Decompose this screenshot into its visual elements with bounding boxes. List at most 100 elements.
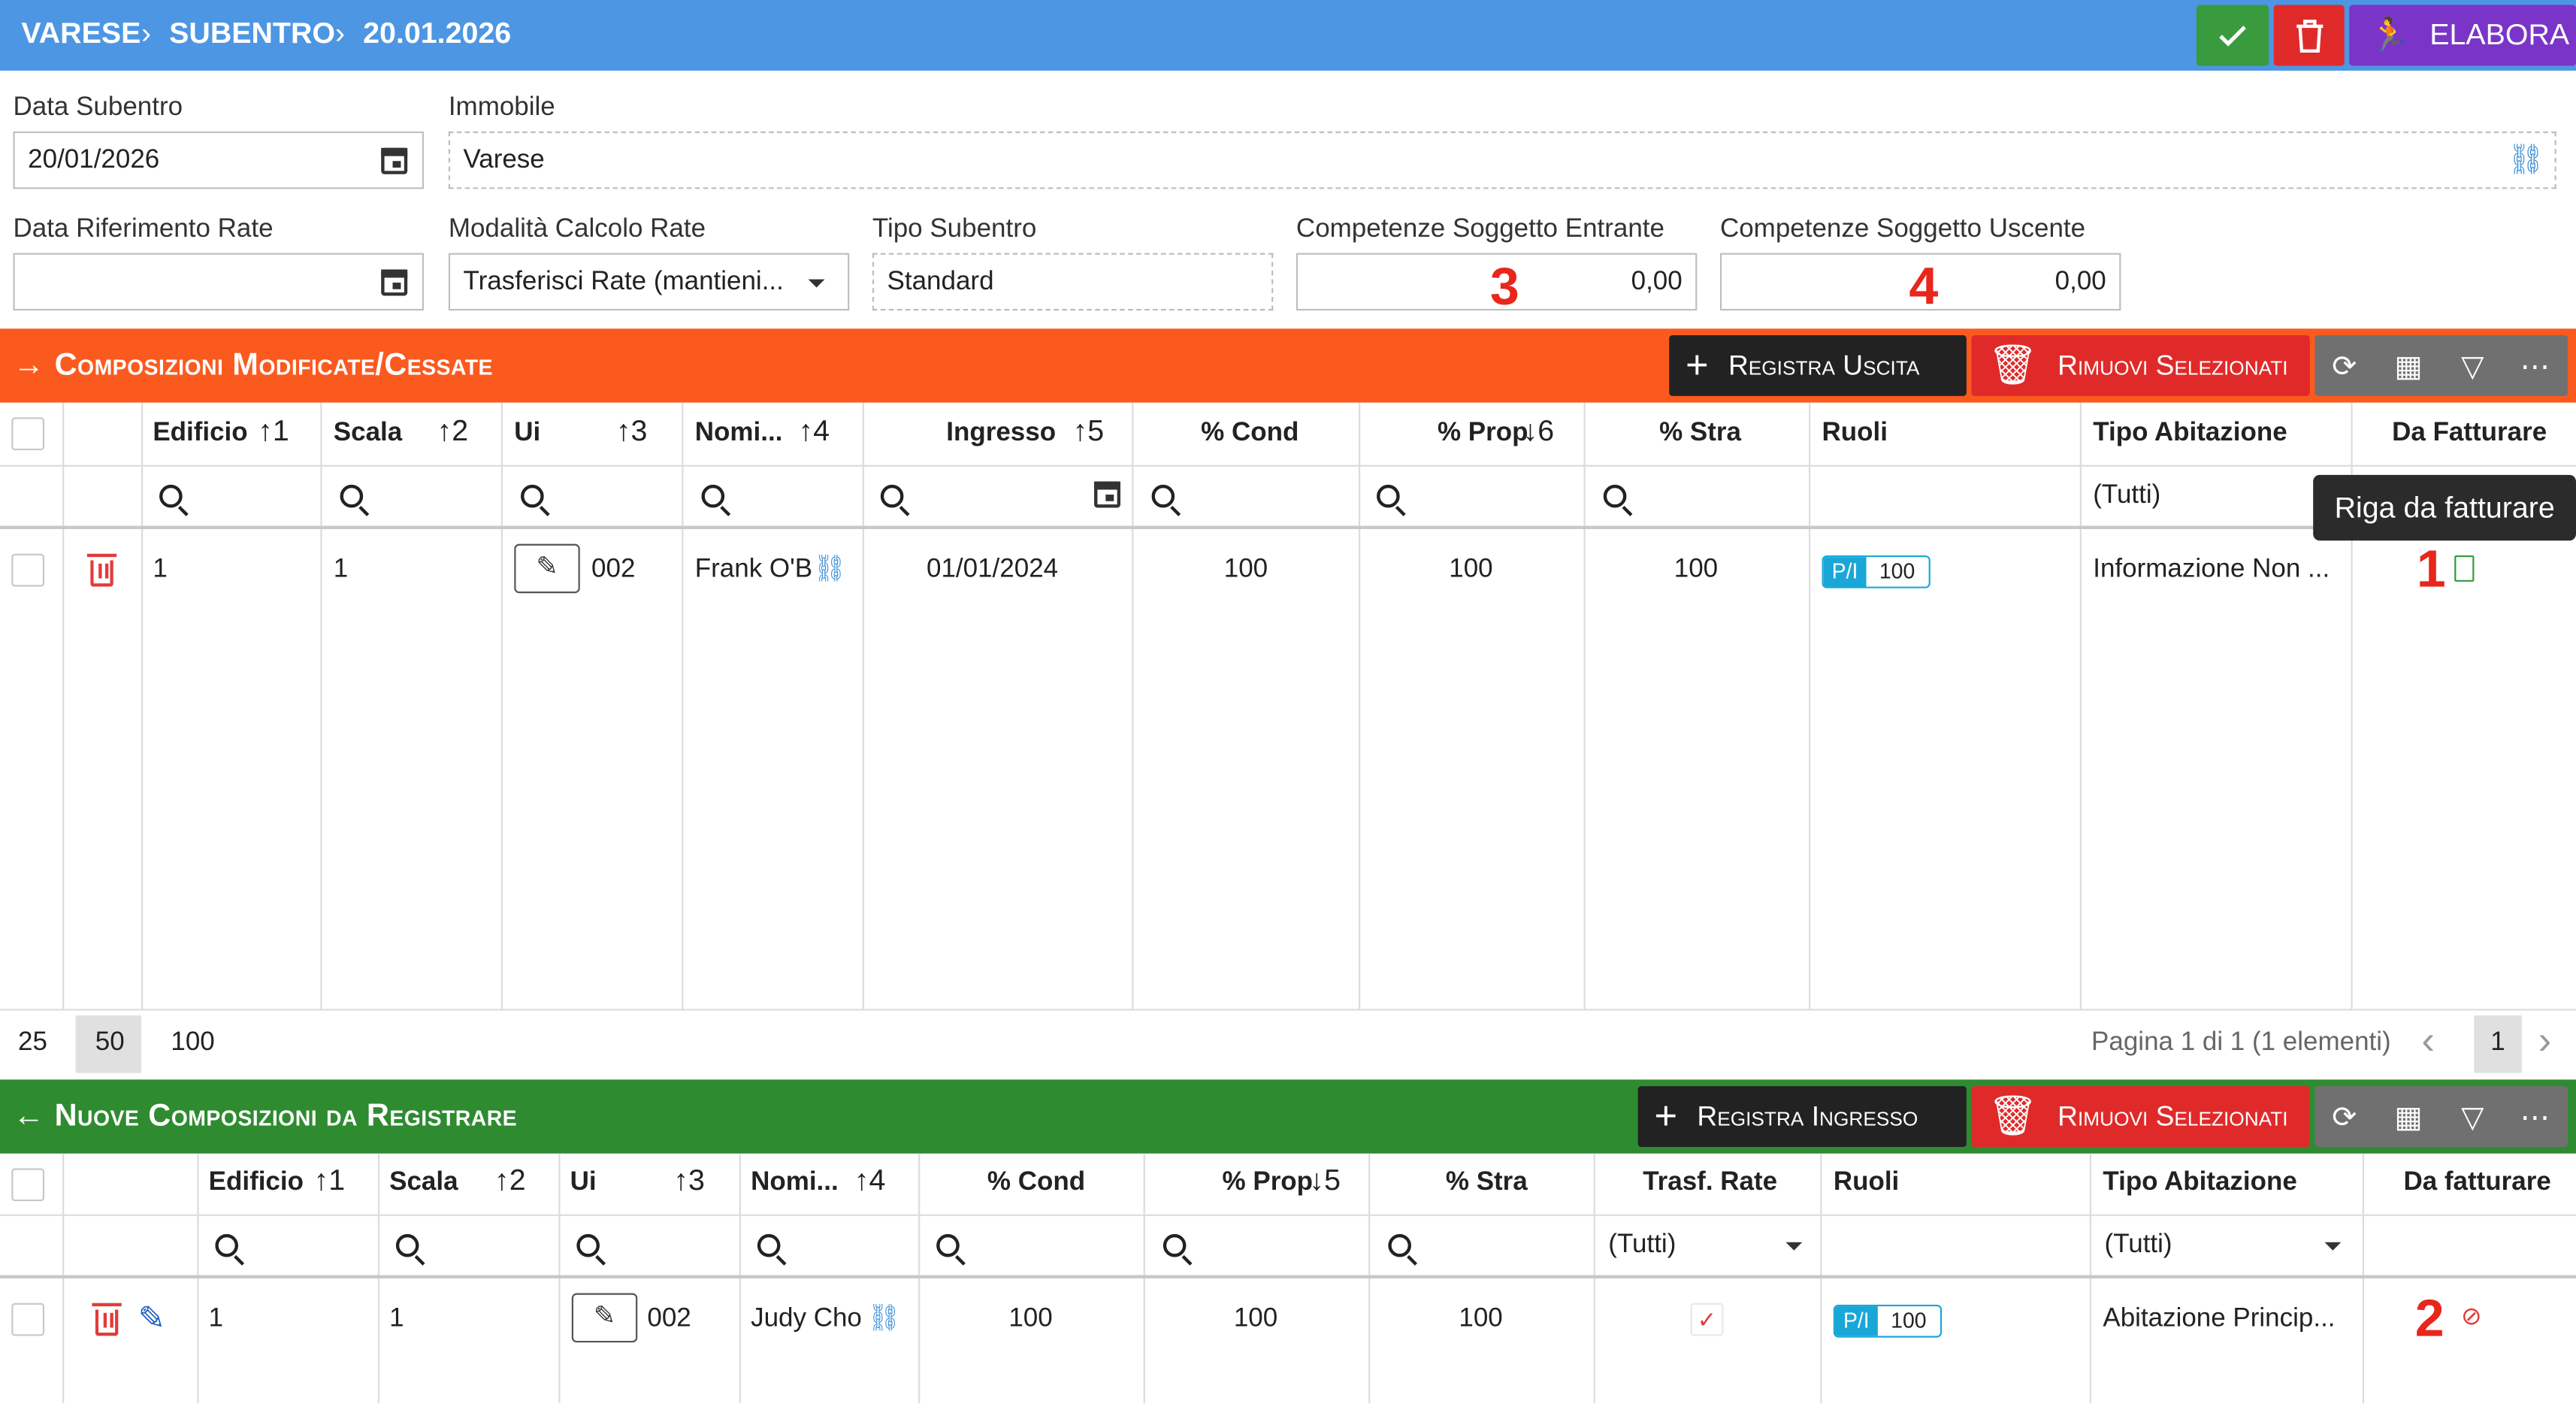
header-da-fatturare[interactable]: Da Fatturare (2392, 419, 2547, 447)
delete-button[interactable] (2273, 5, 2345, 66)
search-icon[interactable] (880, 484, 904, 508)
filter-tipo-abitazione[interactable]: (Tutti) (2093, 481, 2161, 510)
search-icon[interactable] (1388, 1233, 1411, 1257)
cell-nominativo: Frank O'B (694, 555, 813, 584)
search-icon[interactable] (340, 484, 364, 508)
modalita-select[interactable]: Trasferisci Rate (mantieni... (448, 253, 850, 311)
search-icon[interactable] (521, 484, 544, 508)
header-scala[interactable]: Scala (333, 419, 403, 447)
header-prop[interactable]: % Prop (1437, 419, 1528, 447)
search-icon[interactable] (701, 484, 725, 508)
pencil-icon[interactable]: ✎ (138, 1301, 166, 1338)
breadcrumb-subentro[interactable]: SUBENTRO (169, 16, 336, 50)
registra-uscita-button[interactable]: + Registra Uscita (1669, 334, 1967, 396)
registra-ingresso-button[interactable]: + Registra Ingresso (1637, 1086, 1967, 1147)
header-edificio[interactable]: Edificio (208, 1168, 304, 1197)
rimuovi-selezionati-button[interactable]: 🗑 Rimuovi Selezionati (1971, 1086, 2310, 1147)
calendar-icon[interactable] (1094, 481, 1121, 508)
link-icon[interactable]: ⛓ (867, 1304, 901, 1333)
search-icon[interactable] (395, 1233, 419, 1257)
page-size-100[interactable]: 100 (171, 1028, 215, 1057)
delete-row-icon[interactable] (86, 553, 117, 587)
search-icon[interactable] (159, 484, 183, 508)
filter-trasf-rate[interactable]: (Tutti) (1608, 1230, 1677, 1259)
header-nominativo[interactable]: Nomi... (694, 419, 783, 447)
header-cond[interactable]: % Cond (987, 1168, 1086, 1197)
filter-icon[interactable]: ▽ (2461, 349, 2484, 383)
comp-entrante-field[interactable]: 0,00 (1296, 253, 1698, 311)
select-all-checkbox[interactable] (11, 417, 45, 451)
immobile-field[interactable]: Varese ⛓ (448, 131, 2556, 189)
elabora-button[interactable]: 🏃 ELABORA (2349, 5, 2576, 66)
invoice-document-icon[interactable] (2454, 555, 2475, 582)
filter-tipo-abitazione[interactable]: (Tutti) (2104, 1230, 2172, 1259)
header-ui[interactable]: Ui (570, 1168, 597, 1197)
header-ingresso[interactable]: Ingresso (946, 419, 1057, 447)
refresh-icon[interactable]: ⟳ (2332, 349, 2357, 383)
dropdown-arrow-icon[interactable] (1785, 1242, 1803, 1251)
row-checkbox[interactable] (11, 1303, 45, 1336)
search-icon[interactable] (1603, 484, 1627, 508)
header-scala[interactable]: Scala (389, 1168, 458, 1197)
edit-ui-button[interactable]: ✎ (571, 1293, 638, 1343)
dropdown-arrow-icon[interactable] (2324, 1242, 2342, 1251)
breadcrumb-separator-icon: › (141, 16, 152, 50)
filter-icon[interactable]: ▽ (2461, 1100, 2484, 1134)
data-riferimento-field[interactable] (13, 253, 425, 311)
table-icon[interactable]: ▦ (2394, 1100, 2423, 1134)
more-icon[interactable]: ⋯ (2520, 1100, 2550, 1134)
data-subentro-field[interactable]: 20/01/2026 (13, 131, 425, 189)
calendar-icon[interactable] (381, 269, 408, 296)
search-icon[interactable] (576, 1233, 600, 1257)
edit-ui-button[interactable]: ✎ (514, 543, 580, 594)
sort-asc-icon: ↑3 (673, 1163, 705, 1197)
search-icon[interactable] (936, 1233, 960, 1257)
cell-tipo-abitazione: Informazione Non ... (2093, 555, 2330, 584)
chevron-right-icon[interactable]: › (2538, 1018, 2552, 1064)
search-icon[interactable] (757, 1233, 781, 1257)
table-icon[interactable]: ▦ (2394, 349, 2423, 383)
header-stra[interactable]: % Stra (1659, 419, 1741, 447)
header-edificio[interactable]: Edificio (153, 419, 248, 447)
header-nominativo[interactable]: Nomi... (751, 1168, 839, 1197)
header-ruoli[interactable]: Ruoli (1822, 419, 1888, 447)
search-icon[interactable] (215, 1233, 239, 1257)
confirm-button[interactable] (2196, 5, 2269, 66)
rimuovi-selezionati-button[interactable]: 🗑 Rimuovi Selezionati (1971, 334, 2310, 396)
sort-index: 5 (1324, 1163, 1341, 1197)
link-icon[interactable]: ⛓ (813, 555, 847, 584)
cell-ui: 002 (647, 1304, 691, 1333)
link-icon[interactable]: ⛓ (2507, 143, 2545, 176)
header-cond[interactable]: % Cond (1201, 419, 1299, 447)
header-prop[interactable]: % Prop (1222, 1168, 1314, 1197)
header-ui[interactable]: Ui (514, 419, 541, 447)
calendar-icon[interactable] (381, 147, 408, 174)
breadcrumb-condominio[interactable]: VARESE (21, 16, 141, 50)
refresh-icon[interactable]: ⟳ (2332, 1100, 2357, 1134)
chevron-left-icon[interactable]: ‹ (2421, 1018, 2435, 1064)
header-trasf-rate[interactable]: Trasf. Rate (1643, 1168, 1778, 1197)
no-invoice-icon[interactable]: ⊘ (2460, 1303, 2482, 1331)
comp-uscente-field[interactable]: 0,00 (1719, 253, 2121, 311)
row-checkbox[interactable] (11, 553, 45, 587)
page-size-25[interactable]: 25 (18, 1028, 47, 1057)
data-subentro-label: Data Subentro (13, 93, 183, 122)
header-stra[interactable]: % Stra (1445, 1168, 1528, 1197)
page-size-50[interactable]: 50 (95, 1028, 125, 1057)
current-page[interactable]: 1 (2490, 1028, 2505, 1057)
search-icon[interactable] (1151, 484, 1175, 508)
header-da-fatturare[interactable]: Da fatturare (2403, 1168, 2551, 1197)
cell-cond: 100 (1223, 555, 1268, 584)
header-tipo-abitazione[interactable]: Tipo Abitazione (2093, 419, 2287, 447)
header-ruoli[interactable]: Ruoli (1833, 1168, 1900, 1197)
search-icon[interactable] (1163, 1233, 1187, 1257)
select-all-checkbox[interactable] (11, 1168, 45, 1202)
sort-desc-icon: ↓6 (1522, 413, 1555, 447)
trasf-rate-checkbox[interactable]: ✓ (1690, 1303, 1724, 1336)
delete-row-icon[interactable] (92, 1303, 122, 1336)
cell-tipo-abitazione: Abitazione Princip... (2103, 1304, 2336, 1333)
section-nuove-header: ← Nuove Composizioni da Registrare + Regis… (0, 1079, 2576, 1154)
search-icon[interactable] (1377, 484, 1400, 508)
more-icon[interactable]: ⋯ (2520, 349, 2550, 383)
header-tipo-abitazione[interactable]: Tipo Abitazione (2103, 1168, 2297, 1197)
